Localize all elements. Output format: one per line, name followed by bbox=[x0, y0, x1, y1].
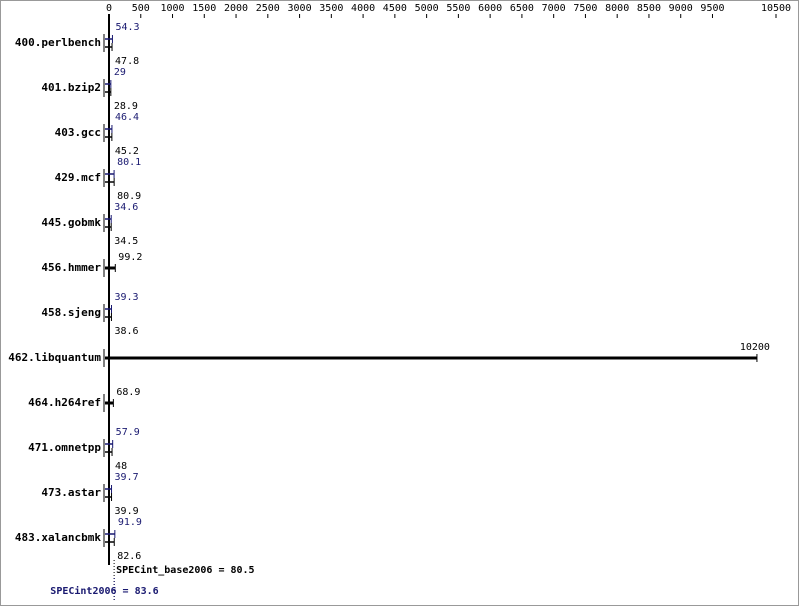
value-label: 80.1 bbox=[117, 157, 141, 168]
x-tick-label: 0 bbox=[106, 3, 112, 14]
category-label: 483.xalancbmk bbox=[15, 531, 101, 544]
value-label: 34.6 bbox=[114, 202, 138, 213]
value-label: 39.3 bbox=[114, 292, 138, 303]
category-label: 464.h264ref bbox=[28, 396, 101, 409]
x-tick-label: 9500 bbox=[700, 3, 724, 14]
summary-label: SPECint_base2006 = 80.5 bbox=[116, 564, 254, 576]
x-tick-label: 9000 bbox=[669, 3, 693, 14]
x-tick-label: 4000 bbox=[351, 3, 375, 14]
category-label: 462.libquantum bbox=[8, 351, 101, 364]
category-label: 473.astar bbox=[41, 486, 101, 499]
value-label: 10200 bbox=[740, 342, 770, 353]
x-tick-label: 3000 bbox=[288, 3, 312, 14]
value-label: 99.2 bbox=[118, 252, 142, 263]
value-label: 29 bbox=[114, 67, 126, 78]
value-label: 34.5 bbox=[114, 236, 138, 247]
category-label: 429.mcf bbox=[55, 171, 101, 184]
category-label: 403.gcc bbox=[55, 126, 101, 139]
value-label: 47.8 bbox=[115, 56, 139, 67]
value-label: 38.6 bbox=[114, 326, 138, 337]
x-tick-label: 4500 bbox=[383, 3, 407, 14]
x-tick-label: 7000 bbox=[542, 3, 566, 14]
x-tick-label: 6500 bbox=[510, 3, 534, 14]
x-tick-label: 1500 bbox=[192, 3, 216, 14]
x-tick-label: 8500 bbox=[637, 3, 661, 14]
x-tick-label: 8000 bbox=[605, 3, 629, 14]
x-tick-label: 3500 bbox=[319, 3, 343, 14]
value-label: 39.7 bbox=[115, 472, 139, 483]
category-label: 400.perlbench bbox=[15, 36, 101, 49]
category-label: 401.bzip2 bbox=[41, 81, 101, 94]
category-label: 456.hmmer bbox=[41, 261, 101, 274]
value-label: 80.9 bbox=[117, 191, 141, 202]
x-tick-label: 2000 bbox=[224, 3, 248, 14]
category-label: 471.omnetpp bbox=[28, 441, 101, 454]
x-tick-label: 7500 bbox=[573, 3, 597, 14]
x-tick-label: 500 bbox=[132, 3, 150, 14]
x-tick-label: 2500 bbox=[256, 3, 280, 14]
value-label: 82.6 bbox=[117, 551, 141, 562]
value-label: 57.9 bbox=[116, 427, 140, 438]
summary-label: SPECint2006 = 83.6 bbox=[50, 585, 158, 597]
value-label: 28.9 bbox=[114, 101, 138, 112]
value-label: 91.9 bbox=[118, 517, 142, 528]
x-tick-label: 5000 bbox=[415, 3, 439, 14]
value-label: 45.2 bbox=[115, 146, 139, 157]
category-label: 458.sjeng bbox=[41, 306, 101, 319]
x-tick-label: 5500 bbox=[446, 3, 470, 14]
value-label: 68.9 bbox=[116, 387, 140, 398]
x-tick-label: 10500 bbox=[761, 3, 791, 14]
x-tick-label: 6000 bbox=[478, 3, 502, 14]
value-label: 46.4 bbox=[115, 112, 139, 123]
x-tick-label: 1000 bbox=[160, 3, 184, 14]
value-label: 48 bbox=[115, 461, 127, 472]
value-label: 54.3 bbox=[115, 22, 139, 33]
category-label: 445.gobmk bbox=[41, 216, 101, 229]
value-label: 39.9 bbox=[115, 506, 139, 517]
